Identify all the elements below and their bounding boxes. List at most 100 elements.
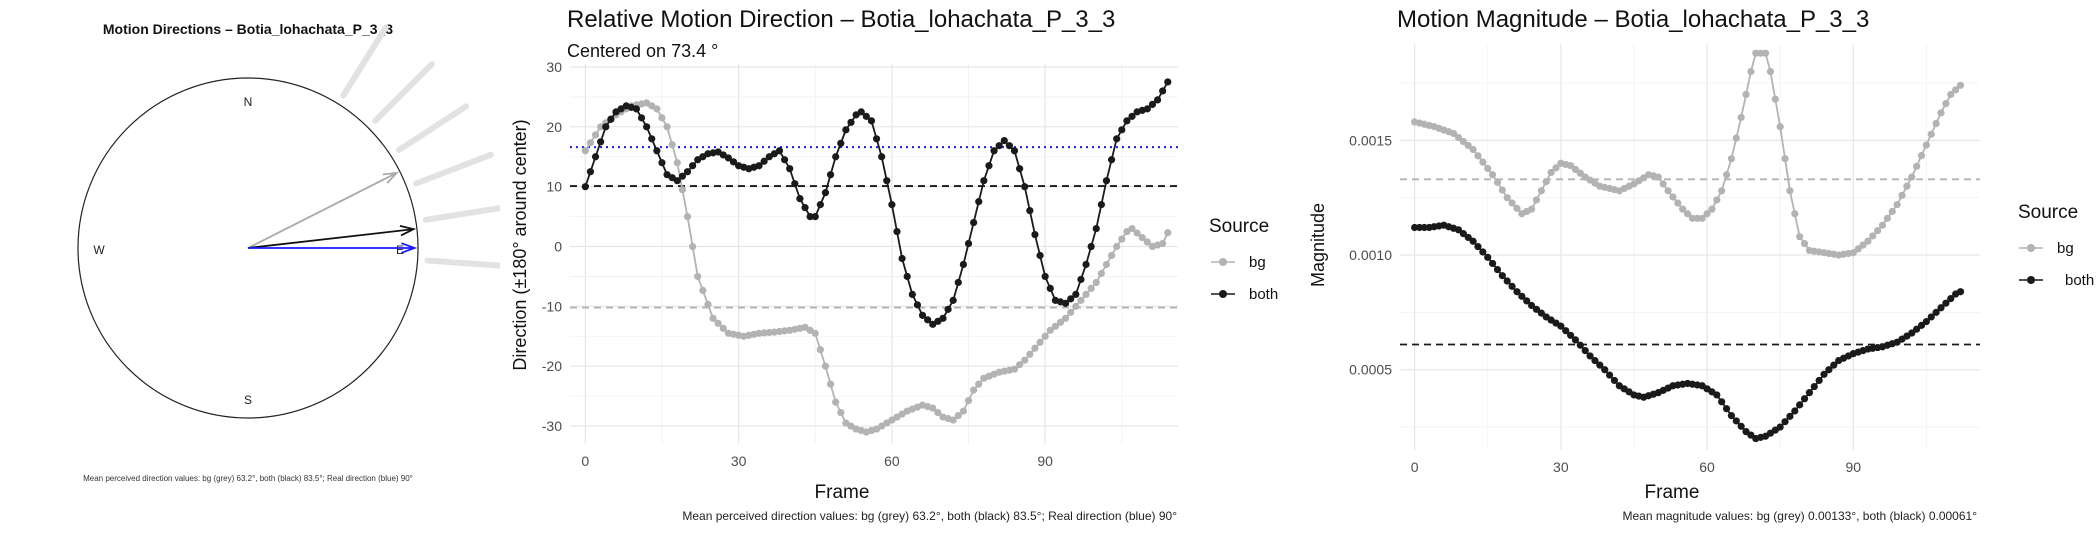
- point-bg: [1742, 90, 1750, 99]
- point-both: [1097, 201, 1105, 209]
- point-bg: [1747, 67, 1755, 76]
- point-bg: [1016, 361, 1024, 369]
- point-both: [1469, 237, 1477, 245]
- point-both: [1523, 297, 1531, 305]
- point-both: [1581, 347, 1589, 355]
- point-bg: [1703, 210, 1711, 218]
- point-both: [1791, 407, 1799, 415]
- y-tick-label: 0.0015: [1349, 132, 1392, 148]
- x-tick-label: 0: [581, 453, 589, 469]
- point-both: [1605, 371, 1614, 379]
- point-both: [591, 153, 600, 161]
- point-both: [872, 135, 881, 143]
- magnitude-y-ticks: 0.0005 0.0010 0.0015: [1349, 132, 1392, 377]
- point-bg: [949, 416, 957, 424]
- point-bg: [1571, 165, 1580, 173]
- y-tick-label: -30: [542, 418, 562, 434]
- point-both: [1036, 251, 1044, 260]
- point-bg: [1143, 238, 1151, 246]
- point-bg: [1956, 81, 1965, 89]
- direction-x-axis-label: Frame: [815, 482, 870, 503]
- point-both: [780, 156, 789, 164]
- point-both: [1830, 361, 1838, 369]
- point-both: [862, 112, 870, 120]
- point-bg: [816, 346, 824, 354]
- magnitude-legend-both-marker: [2027, 276, 2035, 284]
- x-tick-label: 30: [731, 453, 747, 469]
- point-both: [1102, 177, 1111, 185]
- y-tick-label: 0.0005: [1349, 362, 1392, 378]
- point-bg: [1527, 205, 1536, 213]
- point-both: [1508, 282, 1516, 290]
- series-line-both: [584, 81, 1169, 326]
- point-bg: [1766, 67, 1775, 76]
- point-bg: [1781, 155, 1789, 163]
- point-bg: [704, 300, 712, 308]
- direction-panel: Relative Motion Direction – Botia_lohach…: [500, 0, 1300, 533]
- point-both: [1092, 224, 1100, 233]
- point-bg: [1664, 187, 1672, 195]
- point-both: [867, 117, 876, 125]
- point-both: [1527, 301, 1536, 310]
- point-bg: [837, 408, 845, 417]
- point-both: [1474, 243, 1482, 251]
- point-both: [1016, 165, 1024, 173]
- point-both: [1113, 135, 1121, 143]
- point-bg: [954, 411, 962, 420]
- point-both: [949, 296, 957, 304]
- x-tick-label: 30: [1553, 459, 1569, 475]
- point-both: [796, 195, 804, 203]
- point-both: [1927, 313, 1935, 321]
- point-both: [1077, 275, 1085, 284]
- point-both: [1148, 100, 1157, 108]
- point-bg: [1031, 344, 1039, 352]
- point-bg: [658, 114, 666, 122]
- point-both: [1942, 299, 1950, 307]
- point-both: [760, 157, 768, 165]
- point-bg: [1737, 113, 1745, 122]
- point-bg: [1092, 278, 1100, 287]
- point-both: [1041, 272, 1049, 281]
- point-both: [1815, 376, 1823, 385]
- point-bg: [1041, 332, 1049, 340]
- point-bg: [821, 362, 830, 370]
- point-both: [944, 305, 952, 313]
- point-bg: [1669, 193, 1677, 201]
- point-bg: [694, 272, 702, 281]
- point-bg: [1761, 49, 1770, 57]
- point-both: [775, 147, 784, 155]
- point-bg: [975, 380, 983, 388]
- x-tick-label: 0: [1411, 459, 1419, 475]
- point-both: [1513, 288, 1521, 296]
- direction-legend: Source bg both: [1209, 216, 1278, 303]
- point-both: [1737, 422, 1745, 430]
- point-bg: [591, 131, 600, 139]
- point-bg: [1864, 237, 1872, 245]
- point-bg: [1061, 314, 1070, 322]
- point-bg: [1927, 130, 1935, 138]
- point-bg: [1479, 158, 1487, 166]
- point-both: [1586, 352, 1594, 360]
- compass-fan-line: [395, 103, 470, 153]
- compass-fan-line: [422, 205, 500, 223]
- y-tick-label: 20: [546, 119, 562, 135]
- point-bg: [1576, 169, 1584, 177]
- magnitude-panel: Motion Magnitude – Botia_lohachata_P_3_3…: [1300, 0, 2100, 533]
- series-bg: [581, 99, 1172, 436]
- point-both: [1820, 370, 1828, 378]
- point-both: [918, 311, 927, 319]
- point-both: [1072, 290, 1080, 298]
- point-both: [903, 272, 911, 281]
- point-both: [826, 171, 835, 179]
- compass-title: Motion Directions – Botia_lohachata_P_3_…: [103, 21, 393, 37]
- compass-arrow-real: [248, 242, 418, 254]
- point-bg: [1674, 199, 1682, 207]
- point-both: [729, 158, 738, 166]
- point-bg: [1021, 356, 1029, 364]
- point-bg: [1800, 239, 1809, 248]
- magnitude-chart: Motion Magnitude – Botia_lohachata_P_3_3…: [1308, 6, 2094, 523]
- point-both: [1732, 417, 1740, 425]
- point-both: [1118, 126, 1126, 134]
- point-both: [1776, 423, 1784, 431]
- x-tick-label: 90: [1845, 459, 1861, 475]
